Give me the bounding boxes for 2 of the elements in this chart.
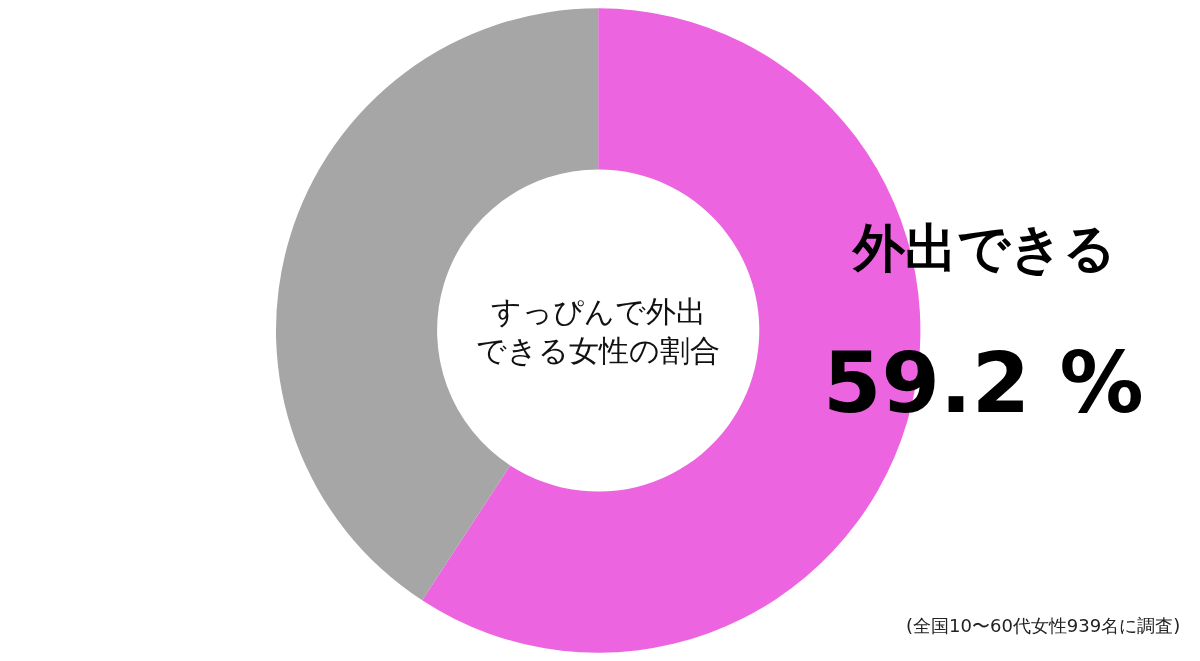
text: すっぴんで外出できる女性の割合 <box>476 294 720 368</box>
text: (全国10〜60代女性939名に調査) <box>906 615 1181 636</box>
